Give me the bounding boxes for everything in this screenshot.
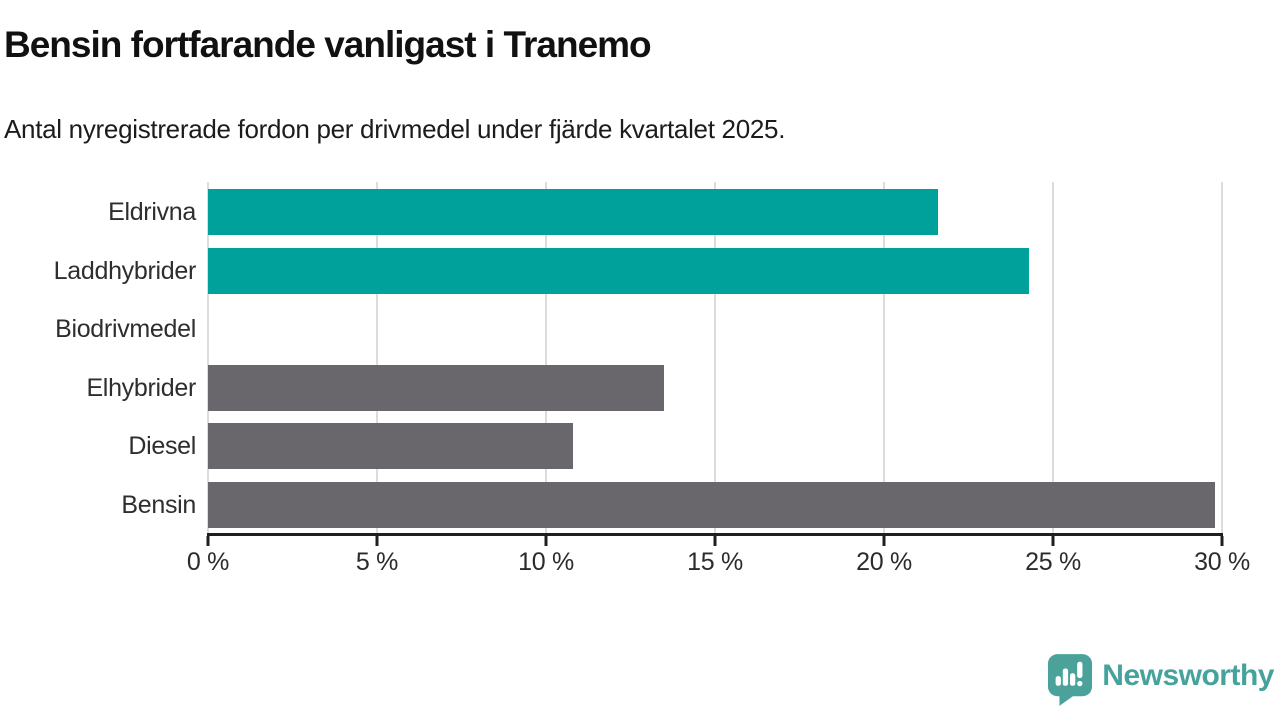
gridline xyxy=(714,182,716,533)
chart-title: Bensin fortfarande vanligast i Tranemo xyxy=(4,24,652,65)
x-axis-tick-label: 25 % xyxy=(1025,548,1081,576)
x-axis-tick xyxy=(206,536,210,546)
bar-eldrivna xyxy=(208,189,939,235)
category-label: Elhybrider xyxy=(86,373,196,402)
x-axis-tick-label: 15 % xyxy=(687,548,743,576)
category-label: Biodrivmedel xyxy=(55,315,196,343)
newsworthy-chart-bubble-icon xyxy=(1048,654,1093,706)
x-axis-tick xyxy=(713,536,717,546)
bar-elhybrider xyxy=(208,364,665,411)
gridline xyxy=(1221,182,1223,533)
x-axis-tick-label: 20 % xyxy=(856,548,912,576)
x-axis-tick-label: 30 % xyxy=(1194,548,1250,576)
x-axis-tick xyxy=(1220,536,1224,546)
x-axis-tick xyxy=(882,536,886,546)
x-axis-tick xyxy=(544,536,548,546)
gridline xyxy=(207,182,209,533)
newsworthy-logo: Newsworthy xyxy=(1047,653,1274,707)
chart-subtitle: Antal nyregistrerade fordon per drivmede… xyxy=(4,114,786,144)
category-label: Eldrivna xyxy=(108,198,196,226)
category-label: Bensin xyxy=(121,490,196,519)
bar-diesel xyxy=(208,423,574,469)
bar-laddhybrider xyxy=(208,247,1030,294)
x-axis-tick-label: 5 % xyxy=(355,548,399,576)
x-axis-tick-label: 0 % xyxy=(186,548,230,576)
gridline xyxy=(1052,182,1054,533)
gridline xyxy=(883,182,885,533)
bar-bensin xyxy=(208,481,1216,528)
x-axis-tick xyxy=(375,536,379,546)
category-label: Laddhybrider xyxy=(53,256,197,285)
x-axis-tick-label: 10 % xyxy=(518,548,574,576)
x-axis-line xyxy=(207,533,1223,536)
gridline xyxy=(545,182,547,533)
newsworthy-wordmark: Newsworthy xyxy=(1102,659,1274,692)
plot-area: 0 % 5 % 10 % 15 % 20 % 25 % 30 % xyxy=(187,182,1250,576)
category-axis: Eldrivna Laddhybrider Biodrivmedel Elhybrid… xyxy=(0,182,197,533)
gridline xyxy=(376,182,378,533)
category-label: Diesel xyxy=(128,432,196,460)
x-axis-tick xyxy=(1051,536,1055,546)
